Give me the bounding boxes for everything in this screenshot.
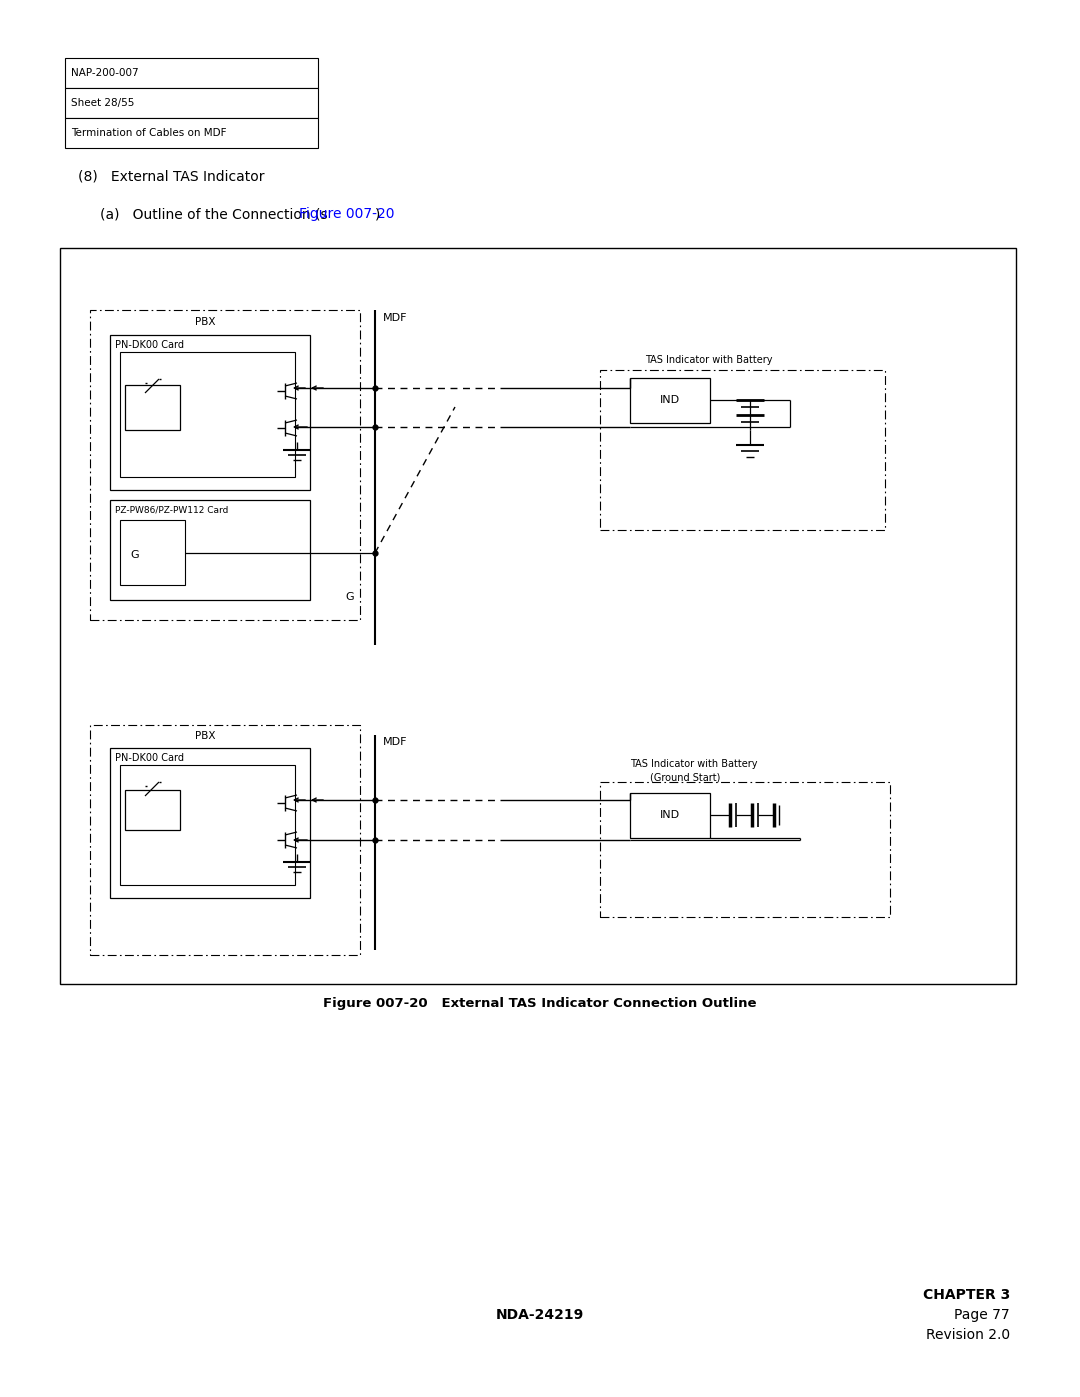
Text: PBX: PBX — [195, 731, 216, 740]
Text: Revision 2.0: Revision 2.0 — [926, 1329, 1010, 1343]
Text: G: G — [130, 550, 138, 560]
Bar — [125, 386, 180, 430]
Bar — [90, 310, 360, 620]
Text: IND: IND — [660, 395, 680, 405]
Text: (Ground Start): (Ground Start) — [650, 773, 720, 782]
Text: TAS Indicator with Battery: TAS Indicator with Battery — [645, 355, 772, 365]
Text: PBX: PBX — [195, 317, 216, 327]
Text: ): ) — [375, 207, 380, 221]
Text: NAP-200-007: NAP-200-007 — [71, 68, 138, 78]
Bar — [65, 117, 318, 148]
Bar — [630, 793, 710, 838]
Text: CHAPTER 3: CHAPTER 3 — [922, 1288, 1010, 1302]
Bar — [600, 782, 890, 916]
Text: Figure 007-20: Figure 007-20 — [299, 207, 394, 221]
Bar — [65, 59, 318, 88]
Text: TAS Indicator with Battery: TAS Indicator with Battery — [630, 759, 757, 768]
Bar — [110, 747, 310, 898]
Text: MDF: MDF — [383, 313, 407, 323]
Text: Page 77: Page 77 — [955, 1308, 1010, 1322]
Bar — [120, 352, 295, 476]
Bar — [65, 88, 318, 117]
Bar — [60, 249, 1016, 983]
Text: Sheet 28/55: Sheet 28/55 — [71, 98, 134, 108]
Text: PN-DK00 Card: PN-DK00 Card — [114, 753, 184, 763]
Text: (a)   Outline of the Connection (s: (a) Outline of the Connection (s — [100, 207, 327, 221]
Text: IND: IND — [660, 810, 680, 820]
Text: PZ-PW86/PZ-PW112 Card: PZ-PW86/PZ-PW112 Card — [114, 506, 228, 514]
Text: Termination of Cables on MDF: Termination of Cables on MDF — [71, 129, 227, 138]
Bar — [110, 335, 310, 490]
Text: G: G — [345, 592, 353, 602]
Text: (8)   External TAS Indicator: (8) External TAS Indicator — [78, 169, 265, 183]
Bar — [120, 520, 185, 585]
Text: NDA-24219: NDA-24219 — [496, 1308, 584, 1322]
Bar — [600, 370, 885, 529]
Bar — [120, 766, 295, 886]
Text: MDF: MDF — [383, 738, 407, 747]
Bar — [630, 379, 710, 423]
Text: Figure 007-20   External TAS Indicator Connection Outline: Figure 007-20 External TAS Indicator Con… — [323, 996, 757, 1010]
Bar — [110, 500, 310, 599]
Bar — [90, 725, 360, 956]
Text: PN-DK00 Card: PN-DK00 Card — [114, 339, 184, 351]
Bar — [125, 789, 180, 830]
